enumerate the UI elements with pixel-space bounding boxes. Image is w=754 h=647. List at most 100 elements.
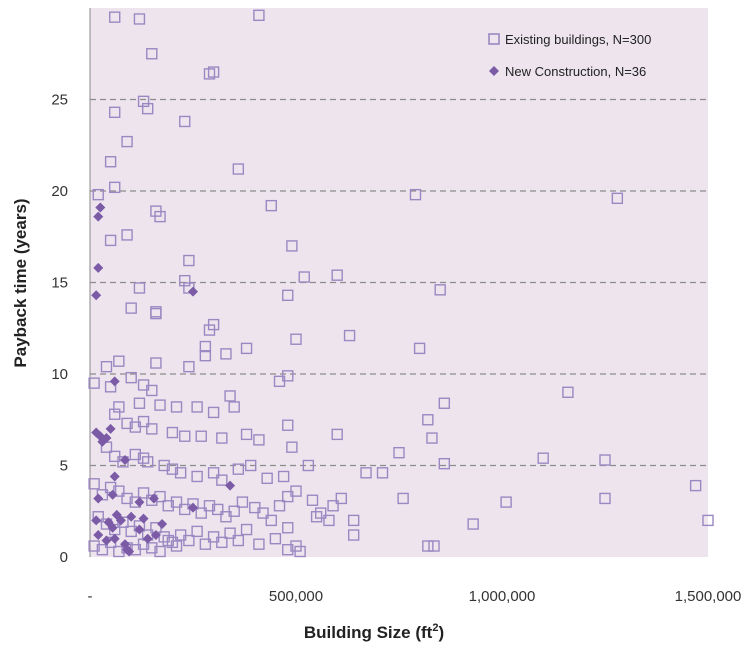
point-new-construction xyxy=(93,493,104,504)
point-existing-building xyxy=(216,432,228,444)
point-existing-building xyxy=(88,377,100,389)
point-existing-building xyxy=(273,500,286,512)
point-new-construction xyxy=(107,522,118,533)
point-existing-building xyxy=(282,543,294,556)
point-existing-building xyxy=(170,540,183,552)
y-tick-label: 10 xyxy=(51,366,68,383)
point-existing-building xyxy=(562,386,574,398)
point-existing-building xyxy=(286,441,298,453)
point-existing-building xyxy=(290,333,302,345)
point-existing-building xyxy=(170,401,183,413)
point-existing-building xyxy=(125,371,137,384)
point-existing-building xyxy=(343,329,356,342)
point-existing-building xyxy=(236,496,249,508)
x-axis-title: Building Size (ft2) xyxy=(304,622,444,642)
point-new-construction xyxy=(115,515,126,526)
point-existing-building xyxy=(179,430,191,442)
point-existing-building xyxy=(224,390,236,402)
point-existing-building xyxy=(109,11,121,23)
point-new-construction xyxy=(188,286,198,297)
point-new-construction xyxy=(95,202,106,213)
point-existing-building xyxy=(298,271,310,283)
point-existing-building xyxy=(232,163,245,175)
point-new-construction xyxy=(138,513,149,524)
point-existing-building xyxy=(170,496,183,508)
point-existing-building xyxy=(162,500,174,512)
point-new-construction xyxy=(107,489,118,500)
legend: Existing buildings, N=300 New Constructi… xyxy=(488,32,651,79)
point-existing-building xyxy=(224,527,236,539)
point-existing-building xyxy=(331,269,343,281)
point-existing-building xyxy=(121,135,133,148)
point-existing-building xyxy=(413,342,426,355)
x-tick-labels: - 500,000 1,000,000 1,500,000 xyxy=(88,588,742,605)
point-existing-building xyxy=(294,545,306,558)
point-new-construction xyxy=(120,539,131,550)
point-existing-building xyxy=(203,68,216,80)
point-existing-building xyxy=(282,419,294,431)
x-tick-label: - xyxy=(88,588,93,605)
point-new-construction xyxy=(93,211,104,222)
point-existing-building xyxy=(240,428,253,441)
point-existing-building xyxy=(174,467,187,479)
point-existing-building xyxy=(409,188,422,201)
point-existing-building xyxy=(212,503,224,516)
legend-marker-existing xyxy=(488,33,500,45)
point-existing-building xyxy=(216,536,228,549)
point-existing-building xyxy=(125,302,137,314)
point-existing-building xyxy=(109,181,121,194)
point-new-construction xyxy=(124,546,135,557)
point-existing-building xyxy=(199,538,212,550)
point-existing-building xyxy=(158,459,170,472)
point-new-construction xyxy=(93,262,104,273)
point-new-construction xyxy=(142,533,153,544)
point-existing-building xyxy=(88,540,100,552)
legend-marker-new xyxy=(489,66,499,76)
point-new-construction xyxy=(101,433,112,444)
point-existing-building xyxy=(199,340,212,353)
point-existing-building xyxy=(191,470,203,483)
point-new-construction xyxy=(109,533,120,544)
point-existing-building xyxy=(109,106,121,119)
point-existing-building xyxy=(203,324,216,336)
point-existing-building xyxy=(244,459,257,472)
point-existing-building xyxy=(183,534,195,547)
x-axis-title-text: Building Size (ft xyxy=(304,623,433,642)
point-existing-building xyxy=(282,522,294,534)
point-new-construction xyxy=(148,493,159,504)
point-existing-building xyxy=(438,397,451,409)
point-existing-building xyxy=(141,102,154,115)
point-new-construction xyxy=(150,530,161,541)
point-existing-building xyxy=(376,467,389,479)
point-existing-building xyxy=(207,66,220,78)
point-existing-building xyxy=(611,192,624,205)
point-existing-building xyxy=(199,350,212,362)
point-existing-building xyxy=(327,500,339,512)
point-existing-building xyxy=(100,360,113,373)
point-existing-building xyxy=(331,428,343,441)
point-existing-building xyxy=(315,507,327,519)
point-existing-building xyxy=(133,282,146,294)
point-existing-building xyxy=(265,199,277,212)
point-existing-building xyxy=(121,417,133,430)
point-existing-building xyxy=(467,518,479,530)
point-existing-building xyxy=(121,492,133,505)
x-tick-label: 500,000 xyxy=(269,588,323,605)
point-existing-building xyxy=(422,414,434,426)
point-existing-building xyxy=(129,448,142,461)
point-existing-building xyxy=(253,9,265,22)
point-new-construction xyxy=(134,524,145,535)
point-existing-building xyxy=(347,514,360,527)
point-new-construction xyxy=(93,530,104,541)
y-tick-label: 25 xyxy=(51,92,68,109)
point-existing-building xyxy=(207,406,220,419)
point-existing-building xyxy=(537,452,549,464)
y-axis-title: Payback time (years) xyxy=(11,198,30,367)
point-existing-building xyxy=(302,459,315,472)
point-existing-building xyxy=(141,456,154,468)
point-existing-building xyxy=(183,360,195,373)
point-existing-building xyxy=(434,284,446,296)
point-new-construction xyxy=(109,376,120,387)
point-existing-building xyxy=(121,229,133,241)
